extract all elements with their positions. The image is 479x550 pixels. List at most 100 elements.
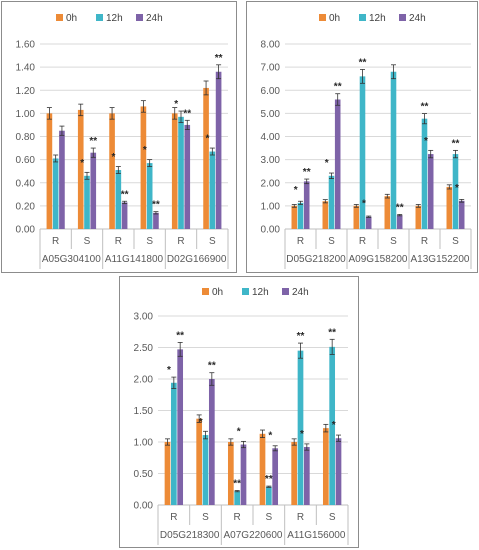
y-tick-label: 6.00 bbox=[261, 86, 281, 97]
significance-mark: ** bbox=[208, 361, 216, 372]
bar-12h bbox=[297, 350, 304, 505]
legend-swatch-0h bbox=[202, 288, 209, 295]
bar-12h bbox=[209, 151, 216, 229]
y-tick-label: 1.60 bbox=[16, 40, 36, 51]
bar-24h bbox=[177, 349, 184, 505]
bar-24h bbox=[153, 212, 159, 229]
legend-label-12h: 12h bbox=[252, 287, 269, 298]
y-tick-label: 0.80 bbox=[16, 132, 36, 143]
significance-mark: * bbox=[167, 365, 171, 376]
legend-swatch-24h bbox=[136, 14, 143, 21]
y-tick-label: 2.00 bbox=[134, 375, 154, 386]
legend-label-0h: 0h bbox=[212, 287, 223, 298]
x-category-label: S bbox=[84, 236, 91, 247]
x-category-label: R bbox=[297, 512, 304, 523]
bar-24h bbox=[240, 444, 247, 505]
significance-mark: * bbox=[174, 99, 178, 110]
bar-0h bbox=[164, 442, 171, 505]
significance-mark: ** bbox=[297, 331, 305, 342]
significance-mark: ** bbox=[215, 53, 223, 64]
significance-mark: * bbox=[206, 134, 210, 145]
legend-swatch-12h bbox=[242, 288, 249, 295]
x-category-label: S bbox=[328, 236, 335, 247]
bar-24h bbox=[272, 448, 279, 505]
bar-chart-1: 0h 12h 24h 0.00 0.20 0.40 0.60 0.80 1.00 1.20 1.40… bbox=[16, 13, 229, 269]
bar-12h bbox=[146, 163, 153, 229]
x-gene-label: D05G218200 bbox=[286, 254, 346, 265]
bar-0h bbox=[140, 106, 147, 229]
bar-0h bbox=[322, 428, 329, 505]
significance-mark: * bbox=[199, 417, 203, 428]
bar-24h bbox=[184, 124, 191, 229]
legend-label-0h: 0h bbox=[329, 13, 340, 24]
bar-12h bbox=[297, 202, 304, 229]
significance-mark: * bbox=[332, 420, 336, 431]
bar-0h bbox=[196, 418, 203, 505]
significance-mark: ** bbox=[303, 167, 311, 178]
y-tick-label: 2.00 bbox=[261, 178, 281, 189]
y-tick-label: 1.50 bbox=[134, 406, 154, 417]
chart-panel-3: 0h 12h 24h 0.00 0.50 1.00 1.50 2.00 2.50 3.00 R S R S… bbox=[119, 276, 359, 548]
y-tick-label: 0.40 bbox=[16, 178, 36, 189]
y-tick-label: 1.00 bbox=[16, 109, 36, 120]
bar-12h bbox=[84, 175, 90, 229]
significance-mark: ** bbox=[89, 136, 97, 147]
legend-label-24h: 24h bbox=[409, 13, 426, 24]
significance-mark: * bbox=[143, 145, 147, 156]
bar-0h bbox=[259, 433, 266, 505]
legend-swatch-12h bbox=[359, 14, 366, 21]
significance-mark: * bbox=[362, 199, 366, 210]
significance-mark: * bbox=[325, 158, 329, 169]
significance-mark: ** bbox=[328, 327, 336, 338]
y-tick-label: 1.40 bbox=[16, 63, 36, 74]
legend-swatch-12h bbox=[96, 14, 103, 21]
significance-mark: ** bbox=[121, 189, 129, 200]
x-category-label: R bbox=[115, 236, 122, 247]
x-category-label: S bbox=[202, 512, 209, 523]
x-gene-label: A09G158200 bbox=[349, 254, 408, 265]
significance-mark: * bbox=[112, 152, 116, 163]
bar-24h bbox=[458, 200, 465, 229]
x-gene-label: D02G166900 bbox=[167, 254, 227, 265]
significance-mark: * bbox=[268, 430, 272, 441]
y-tick-label: 7.00 bbox=[261, 63, 281, 74]
x-category-label: R bbox=[52, 236, 59, 247]
y-tick-label: 1.00 bbox=[261, 201, 281, 212]
y-tick-label: 1.20 bbox=[16, 86, 36, 97]
bar-0h bbox=[384, 196, 391, 229]
bar-0h bbox=[322, 201, 329, 229]
bar-0h bbox=[353, 205, 360, 229]
legend-swatch-24h bbox=[399, 14, 406, 21]
legend-swatch-0h bbox=[319, 14, 326, 21]
y-tick-label: 1.00 bbox=[134, 438, 154, 449]
x-gene-label: A11G141800 bbox=[105, 254, 164, 265]
significance-mark: * bbox=[294, 185, 298, 196]
x-category-label: R bbox=[177, 236, 184, 247]
y-tick-label: 0.20 bbox=[16, 201, 36, 212]
bar-24h bbox=[90, 152, 97, 229]
bar-0h bbox=[291, 205, 298, 229]
x-category-label: R bbox=[359, 236, 366, 247]
significance-mark: * bbox=[455, 183, 459, 194]
bar-0h bbox=[415, 205, 422, 229]
legend-label-24h: 24h bbox=[146, 13, 163, 24]
significance-mark: ** bbox=[359, 57, 367, 68]
y-tick-label: 0.50 bbox=[134, 469, 154, 480]
bar-chart-3: 0h 12h 24h 0.00 0.50 1.00 1.50 2.00 2.50 3.00 R S R S… bbox=[134, 287, 349, 545]
bar-0h bbox=[446, 186, 453, 229]
x-category-label: S bbox=[390, 236, 397, 247]
bar-chart-2: 0h 12h 24h 0.00 1.00 2.00 3.00 4.00 5.00 6.00 7.00… bbox=[261, 13, 472, 269]
bar-24h bbox=[208, 379, 215, 505]
significance-mark: * bbox=[424, 136, 428, 147]
legend-label-12h: 12h bbox=[106, 13, 123, 24]
x-gene-label: A05G304100 bbox=[42, 254, 101, 265]
significance-mark: * bbox=[300, 429, 304, 440]
x-category-label: R bbox=[234, 512, 241, 523]
x-gene-label: A07G220600 bbox=[224, 530, 283, 541]
y-tick-label: 3.00 bbox=[261, 155, 281, 166]
significance-mark: * bbox=[80, 158, 84, 169]
significance-mark: ** bbox=[265, 474, 273, 485]
x-category-label: R bbox=[297, 236, 304, 247]
significance-mark: ** bbox=[334, 82, 342, 93]
chart-panel-1: 0h 12h 24h 0.00 0.20 0.40 0.60 0.80 1.00 1.20 1.40… bbox=[1, 1, 237, 273]
